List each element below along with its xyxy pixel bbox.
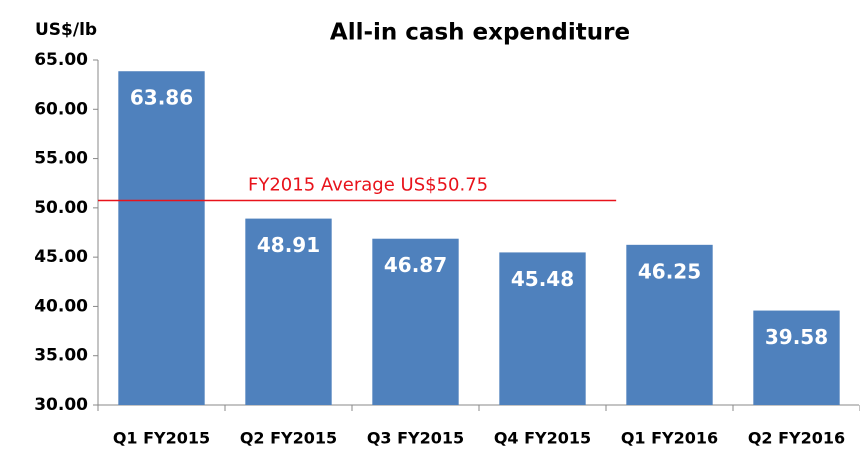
bar — [499, 252, 586, 405]
value-label: 46.87 — [384, 253, 447, 277]
value-label: 63.86 — [130, 86, 193, 110]
bar — [372, 238, 459, 405]
value-label: 48.91 — [257, 233, 320, 257]
y-tick-label: 40.00 — [34, 296, 88, 316]
y-tick-label: 65.00 — [34, 50, 88, 70]
x-tick-label: Q1 FY2016 — [621, 429, 718, 448]
chart-title: All-in cash expenditure — [330, 20, 630, 46]
bar — [626, 244, 713, 405]
y-tick-label: 35.00 — [34, 346, 88, 366]
bar — [753, 310, 840, 405]
y-tick-label: 45.00 — [34, 247, 88, 267]
value-label: 46.25 — [638, 259, 701, 283]
y-tick-label: 60.00 — [34, 99, 88, 119]
value-label: 39.58 — [765, 325, 828, 349]
x-tick-label: Q1 FY2015 — [113, 429, 210, 448]
y-tick-label: 30.00 — [34, 395, 88, 415]
y-tick-label: 50.00 — [34, 198, 88, 218]
bar — [245, 218, 332, 405]
y-tick-label: 55.00 — [34, 149, 88, 169]
x-tick-label: Q4 FY2015 — [494, 429, 591, 448]
reference-label: FY2015 Average US$50.75 — [248, 174, 488, 195]
y-axis-label: US$/lb — [35, 20, 97, 40]
x-tick-label: Q2 FY2016 — [748, 429, 845, 448]
bar — [118, 71, 205, 405]
x-tick-label: Q3 FY2015 — [367, 429, 464, 448]
x-tick-label: Q2 FY2015 — [240, 429, 337, 448]
value-label: 45.48 — [511, 267, 574, 291]
